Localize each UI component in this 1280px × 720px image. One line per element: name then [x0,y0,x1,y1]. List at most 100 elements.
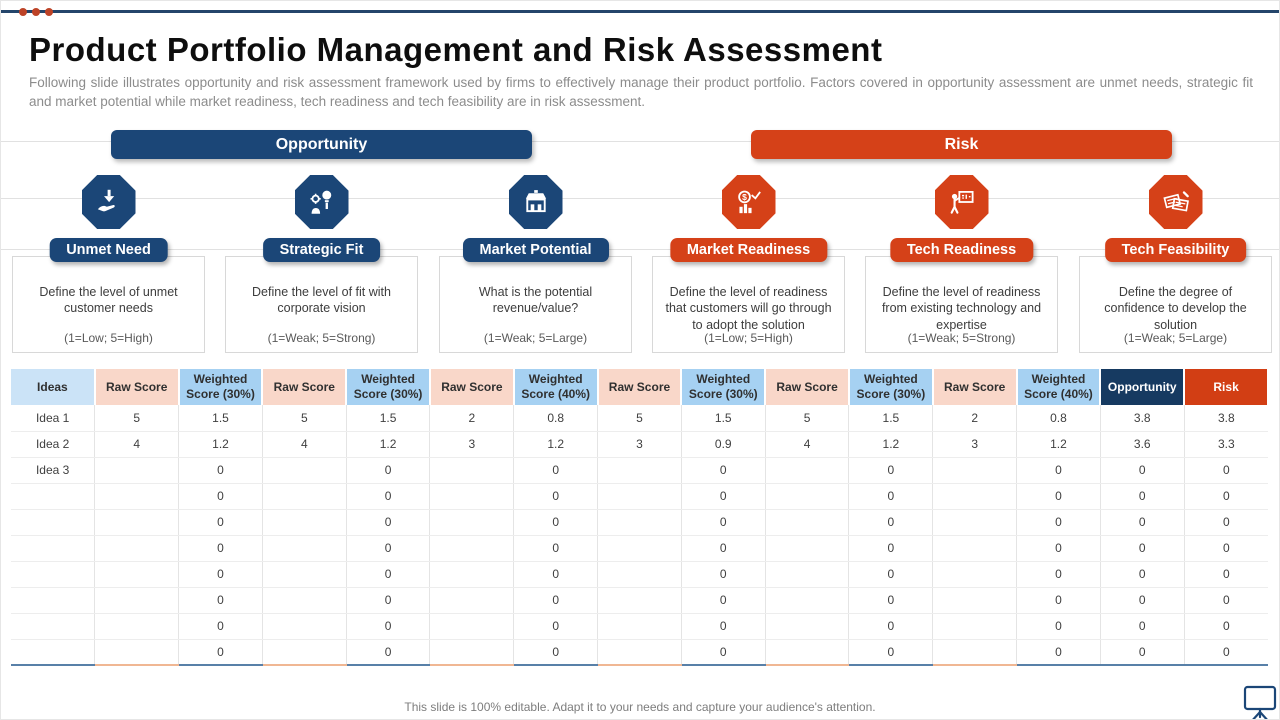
score-cell: 0 [848,535,934,562]
score-cell [932,639,1018,666]
score-cell [262,613,347,640]
score-cell [262,457,347,484]
score-cell: 5 [94,405,180,432]
top-rule [1,7,1279,16]
score-cell [429,535,515,562]
score-cell: 0 [848,509,934,536]
factor-scale: (1=Weak; 5=Strong) [907,331,1016,345]
score-cell: 0 [1016,639,1101,666]
score-cell: 5 [262,405,347,432]
score-cell [597,483,682,510]
accent-dot [45,7,53,16]
scores-table-body: Idea 1 5 1.5 5 1.5 2 0.8 5 1.5 5 1.5 2 0.8 3.8 3.8 Idea… [11,405,1268,666]
factor-title-pill: Market Potential [462,238,609,262]
score-cell: 1.5 [848,405,934,432]
score-cell: 0 [513,561,599,588]
score-cell: 0 [848,613,934,640]
factor-description: Define the level of fit with corporate v… [252,285,391,316]
factor-description: What is the potential revenue/value? [478,285,593,316]
score-cell: 0 [513,483,599,510]
score-cell: 0 [1016,613,1101,640]
score-cell: 0.8 [513,405,599,432]
factor-description: Define the level of unmet customer needs [39,285,178,316]
score-cell: 1.2 [513,431,599,458]
score-cell: 0 [1100,587,1185,614]
footer-note: This slide is 100% editable. Adapt it to… [404,700,876,714]
score-cell: 0 [848,561,934,588]
score-cell: 0 [681,535,766,562]
score-cell [932,457,1018,484]
score-cell: 0 [681,639,766,666]
score-cell: 5 [597,405,682,432]
factor-title-pill: Unmet Need [49,238,168,262]
score-cell [765,509,850,536]
score-cell [94,535,180,562]
score-cell: 0 [1016,509,1101,536]
score-cell: 3.8 [1184,405,1268,432]
score-cell: 0 [1184,561,1268,588]
factor-scale: (1=Weak; 5=Strong) [267,331,376,345]
score-cell [765,483,850,510]
score-cell: 0 [1100,613,1185,640]
idea-label-cell [11,509,96,536]
score-cell: 0 [1184,509,1268,536]
score-cell: 5 [765,405,850,432]
risk-banner: Risk [751,130,1172,159]
score-cell: 1.2 [848,431,934,458]
presentation-screen-icon [1241,683,1279,719]
score-cell [765,587,850,614]
score-cell: 0 [1184,639,1268,666]
score-cell [429,587,515,614]
score-cell [262,561,347,588]
score-cell [932,535,1018,562]
score-cell: 4 [765,431,850,458]
factor-unmet-need: Unmet Need Define the level of unmet cus… [12,175,205,355]
factor-title-pill: Market Readiness [669,238,828,262]
column-header-raw: Raw Score [597,369,683,405]
idea-label-cell [11,613,96,640]
score-cell: 0 [178,535,263,562]
innovation-mind-icon [294,175,349,229]
score-cell: 1.5 [178,405,263,432]
score-cell: 0 [848,587,934,614]
score-cell: 0 [178,613,263,640]
table-row: Idea 1 5 1.5 5 1.5 2 0.8 5 1.5 5 1.5 2 0.8 3.8 3.8 [11,405,1268,432]
score-cell [765,639,850,666]
score-cell: 0 [178,457,263,484]
score-cell: 0 [1016,457,1101,484]
page-title: Product Portfolio Management and Risk As… [29,31,883,68]
score-cell: 0 [1016,587,1101,614]
score-cell: 0 [346,509,431,536]
score-cell [94,509,180,536]
factor-title-pill: Strategic Fit [262,238,381,262]
factor-market-readiness: $ Market Readiness Define the level of r… [652,175,845,355]
factor-card: Define the level of fit with corporate v… [225,256,418,353]
score-cell: 0 [1016,535,1101,562]
score-cell: 1.2 [178,431,263,458]
score-cell [932,613,1018,640]
score-cell [765,561,850,588]
factor-tech-feasibility: Tech Feasibility Define the degree of co… [1079,175,1272,355]
score-cell: 0 [346,561,431,588]
idea-label-cell [11,561,96,588]
factor-title-pill: Tech Readiness [889,238,1034,262]
presenter-whiteboard-icon [934,175,989,229]
factor-card: Define the level of unmet customer needs… [12,256,205,353]
column-header-raw: Raw Score [94,369,180,405]
score-cell [597,613,682,640]
score-cell: 0.8 [1016,405,1101,432]
score-cell [429,483,515,510]
score-cell: 0 [513,509,599,536]
score-cell: 0 [346,483,431,510]
svg-text:$: $ [742,192,747,202]
column-header-raw: Raw Score [262,369,348,405]
score-cell: 0.9 [681,431,766,458]
factor-card: What is the potential revenue/value? (1=… [439,256,632,353]
score-cell: 1.2 [1016,431,1101,458]
score-cell [765,535,850,562]
factor-description: Define the level of readiness that custo… [665,285,832,332]
